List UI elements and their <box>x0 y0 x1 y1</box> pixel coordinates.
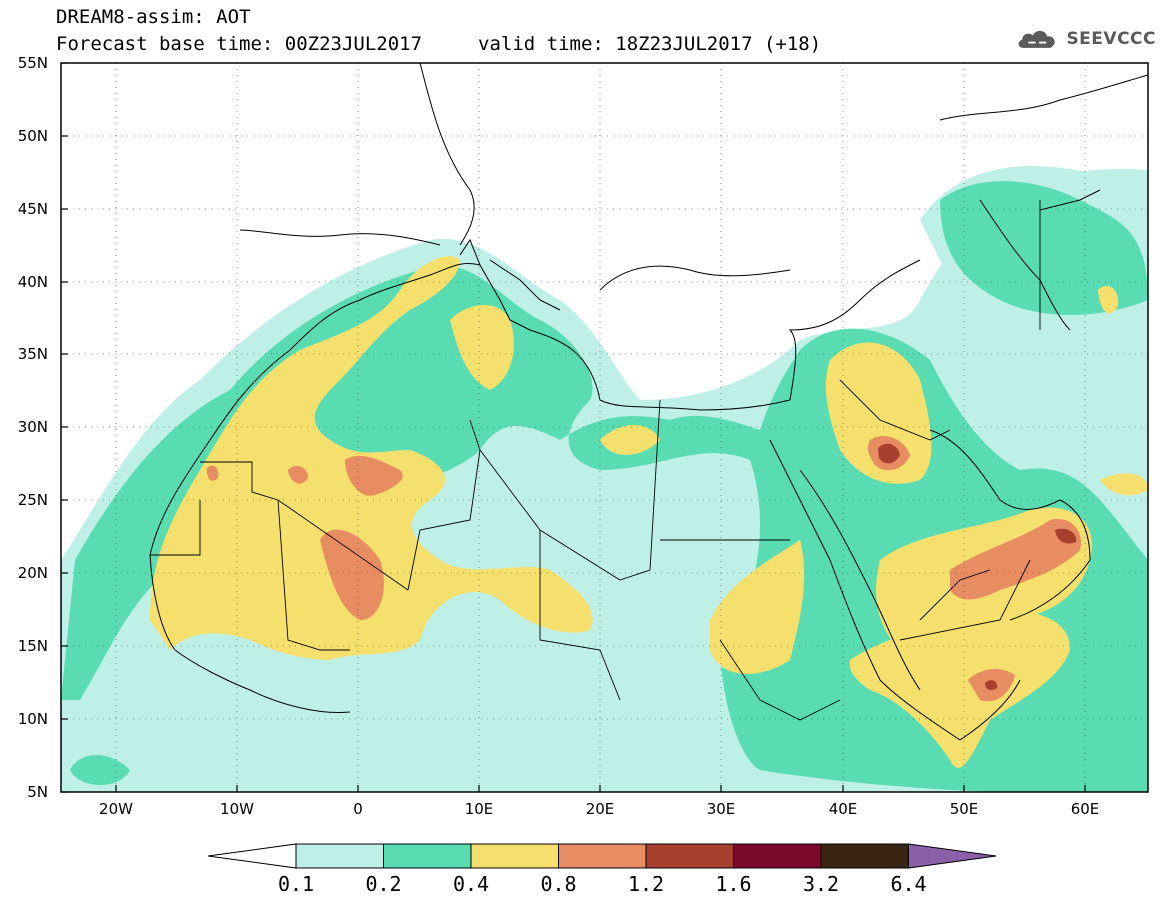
lon-label: 50E <box>949 800 979 818</box>
lat-label: 35N <box>17 345 48 363</box>
colorbar-label: 0.8 <box>540 872 577 896</box>
lat-label: 40N <box>17 273 48 291</box>
coastlines <box>149 63 1148 741</box>
colorbar-box-5 <box>645 843 734 869</box>
colorbar-label: 0.2 <box>365 872 402 896</box>
lat-label: 30N <box>17 418 48 436</box>
lat-label: 25N <box>17 491 48 509</box>
map-title: DREAM8-assim: AOT <box>56 6 251 28</box>
colorbar-box-7 <box>820 843 909 869</box>
colorbar-box-6 <box>733 843 822 869</box>
lon-label: 0 <box>353 800 363 818</box>
lon-label: 10W <box>220 800 254 818</box>
lat-label: 45N <box>17 200 48 218</box>
colorbar-box-2 <box>383 843 472 869</box>
lon-label: 20E <box>585 800 615 818</box>
colorbar <box>207 843 997 869</box>
lon-label: 40E <box>828 800 858 818</box>
colorbar-label: 0.1 <box>277 872 315 896</box>
colorbar-lower-arrow <box>207 843 297 869</box>
colorbar-box-3 <box>470 843 559 869</box>
colorbar-box-1 <box>295 843 384 869</box>
seevccc-logo: SEEVCCC <box>1016 24 1156 54</box>
cloud-icon <box>1018 30 1055 48</box>
lon-label: 10E <box>464 800 494 818</box>
lat-label: 10N <box>17 710 48 728</box>
lat-label: 50N <box>17 127 48 145</box>
lon-label: 60E <box>1070 800 1100 818</box>
colorbar-label: 1.6 <box>715 872 752 896</box>
country-borders <box>150 200 1041 721</box>
colorbar-upper-arrow <box>908 843 997 869</box>
aot-field <box>61 63 1148 792</box>
colorbar-label: 6.4 <box>890 872 927 896</box>
colorbar-label: 3.2 <box>802 872 840 896</box>
colorbar-label: 0.4 <box>452 872 490 896</box>
lat-label: 15N <box>17 637 48 655</box>
lon-label: 20W <box>99 800 133 818</box>
lon-label: 30E <box>706 800 736 818</box>
colorbar-label: 1.2 <box>627 872 665 896</box>
axis-ticks <box>61 62 1086 793</box>
logo-text: SEEVCCC <box>1066 29 1156 49</box>
valid-time: valid time: 18Z23JUL2017 (+18) <box>478 33 822 55</box>
lat-label: 55N <box>17 54 48 72</box>
lat-label: 5N <box>27 783 48 801</box>
lat-label: 20N <box>17 564 48 582</box>
forecast-base-time: Forecast base time: 00Z23JUL2017 <box>56 33 423 55</box>
colorbar-box-4 <box>558 843 647 869</box>
